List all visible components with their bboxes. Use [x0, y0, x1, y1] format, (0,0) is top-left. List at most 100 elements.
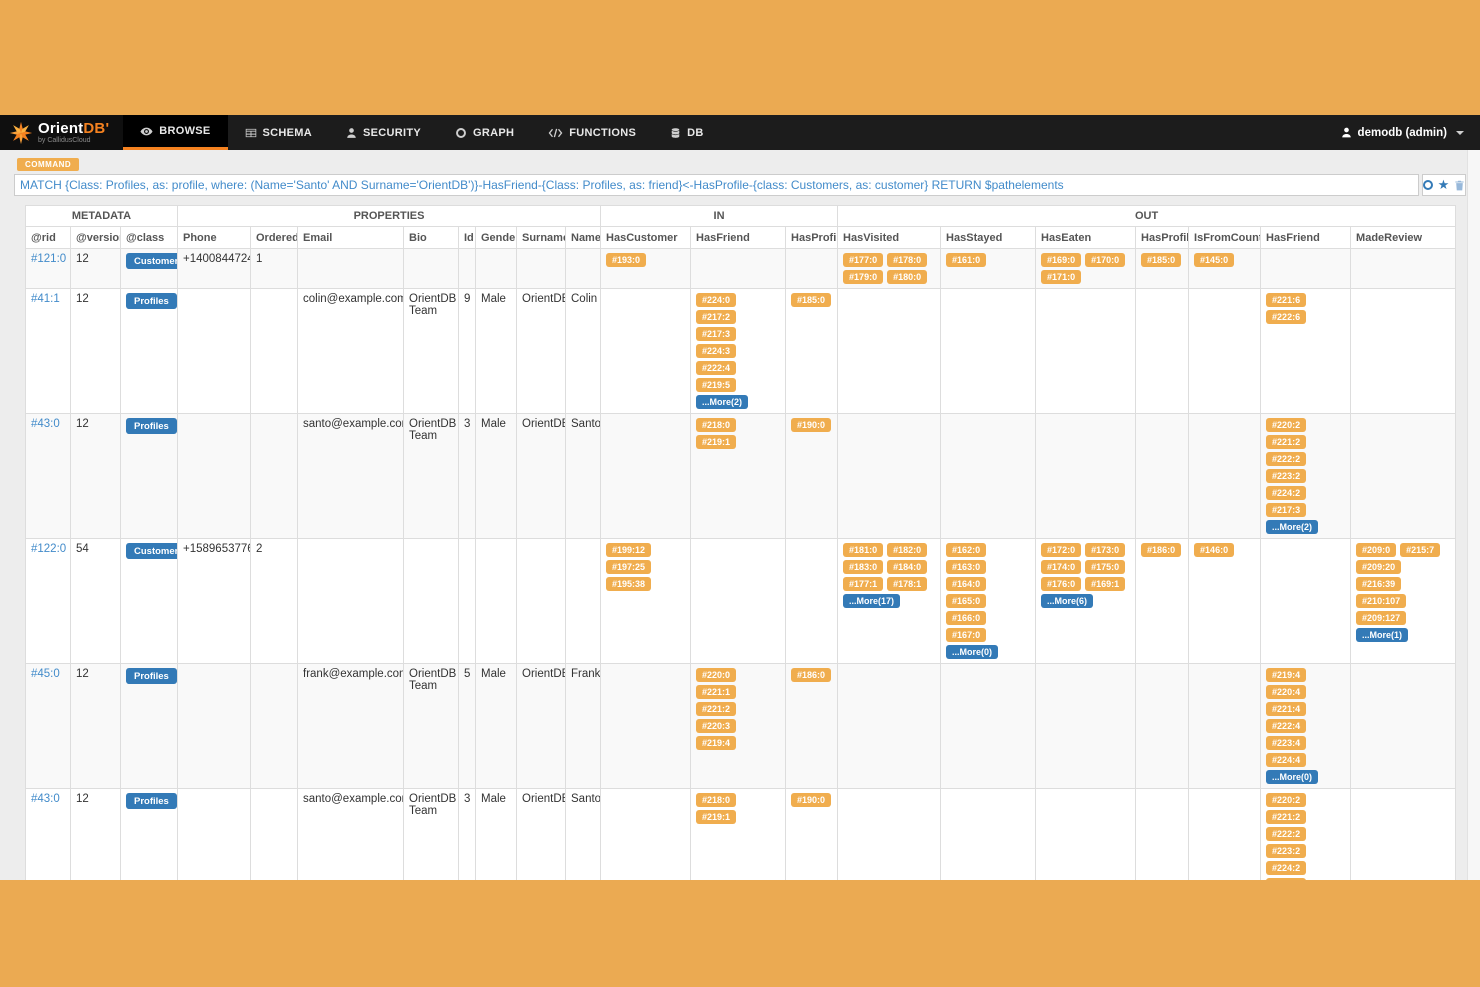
record-link-badge[interactable]: #164:0 — [946, 577, 987, 591]
trash-icon[interactable] — [1454, 180, 1465, 191]
record-link-badge[interactable]: #220:3 — [696, 719, 737, 733]
record-link-badge[interactable]: #186:0 — [1141, 543, 1182, 557]
record-link-badge[interactable]: #180:0 — [887, 270, 928, 284]
more-badge[interactable]: ...More(17) — [843, 594, 901, 608]
record-link-badge[interactable]: #216:39 — [1356, 577, 1402, 591]
record-link-badge[interactable]: #178:0 — [887, 253, 928, 267]
record-link-badge[interactable]: #223:4 — [1266, 736, 1307, 750]
record-link-badge[interactable]: #162:0 — [946, 543, 987, 557]
orientdb-logo[interactable]: OrientDB' by CallidusCloud — [0, 115, 124, 150]
record-link-badge[interactable]: #177:1 — [843, 577, 884, 591]
rid-link[interactable]: #121:0 — [31, 253, 67, 265]
record-link-badge[interactable]: #175:0 — [1085, 560, 1126, 574]
record-link-badge[interactable]: #181:0 — [843, 543, 884, 557]
record-link-badge[interactable]: #224:0 — [696, 293, 737, 307]
record-link-badge[interactable]: #224:4 — [1266, 753, 1307, 767]
record-link-badge[interactable]: #220:2 — [1266, 793, 1307, 807]
nav-item-browse[interactable]: BROWSE — [123, 115, 228, 150]
record-link-badge[interactable]: #165:0 — [946, 594, 987, 608]
record-link-badge[interactable]: #221:6 — [1266, 293, 1307, 307]
more-badge[interactable]: ...More(2) — [696, 395, 749, 409]
rid-link[interactable]: #43:0 — [31, 418, 60, 430]
record-link-badge[interactable]: #176:0 — [1041, 577, 1082, 591]
record-link-badge[interactable]: #185:0 — [791, 293, 832, 307]
record-link-badge[interactable]: #166:0 — [946, 611, 987, 625]
record-link-badge[interactable]: #220:2 — [1266, 418, 1307, 432]
record-link-badge[interactable]: #179:0 — [843, 270, 884, 284]
record-link-badge[interactable]: #161:0 — [946, 253, 987, 267]
record-link-badge[interactable]: #220:4 — [1266, 685, 1307, 699]
record-link-badge[interactable]: #222:4 — [1266, 719, 1307, 733]
refresh-circle-icon[interactable] — [1422, 180, 1433, 190]
record-link-badge[interactable]: #169:0 — [1041, 253, 1082, 267]
record-link-badge[interactable]: #217:3 — [1266, 878, 1307, 880]
record-link-badge[interactable]: #215:7 — [1400, 543, 1441, 557]
record-link-badge[interactable]: #224:3 — [696, 344, 737, 358]
more-badge[interactable]: ...More(2) — [1266, 520, 1319, 534]
record-link-badge[interactable]: #219:1 — [696, 810, 737, 824]
record-link-badge[interactable]: #178:1 — [887, 577, 928, 591]
record-link-badge[interactable]: #174:0 — [1041, 560, 1082, 574]
record-link-badge[interactable]: #182:0 — [887, 543, 928, 557]
star-icon[interactable]: ★ — [1437, 177, 1450, 192]
record-link-badge[interactable]: #190:0 — [791, 793, 832, 807]
record-link-badge[interactable]: #172:0 — [1041, 543, 1082, 557]
rid-link[interactable]: #41:1 — [31, 293, 60, 305]
record-link-badge[interactable]: #219:1 — [696, 435, 737, 449]
record-link-badge[interactable]: #224:2 — [1266, 486, 1307, 500]
record-link-badge[interactable]: #222:6 — [1266, 310, 1307, 324]
rid-link[interactable]: #122:0 — [31, 543, 67, 555]
record-link-badge[interactable]: #221:4 — [1266, 702, 1307, 716]
record-link-badge[interactable]: #221:2 — [1266, 435, 1307, 449]
record-link-badge[interactable]: #163:0 — [946, 560, 987, 574]
record-link-badge[interactable]: #222:2 — [1266, 452, 1307, 466]
record-link-badge[interactable]: #145:0 — [1194, 253, 1235, 267]
record-link-badge[interactable]: #209:0 — [1356, 543, 1397, 557]
record-link-badge[interactable]: #146:0 — [1194, 543, 1235, 557]
record-link-badge[interactable]: #223:2 — [1266, 844, 1307, 858]
record-link-badge[interactable]: #186:0 — [791, 668, 832, 682]
nav-item-graph[interactable]: GRAPH — [438, 115, 531, 150]
record-link-badge[interactable]: #210:107 — [1356, 594, 1407, 608]
record-link-badge[interactable]: #223:2 — [1266, 469, 1307, 483]
record-link-badge[interactable]: #221:2 — [696, 702, 737, 716]
record-link-badge[interactable]: #199:12 — [606, 543, 652, 557]
record-link-badge[interactable]: #219:5 — [696, 378, 737, 392]
record-link-badge[interactable]: #169:1 — [1085, 577, 1126, 591]
record-link-badge[interactable]: #177:0 — [843, 253, 884, 267]
record-link-badge[interactable]: #185:0 — [1141, 253, 1182, 267]
record-link-badge[interactable]: #222:4 — [696, 361, 737, 375]
record-link-badge[interactable]: #218:0 — [696, 418, 737, 432]
record-link-badge[interactable]: #209:127 — [1356, 611, 1407, 625]
user-menu[interactable]: demodb (admin) — [1325, 115, 1480, 150]
record-link-badge[interactable]: #220:0 — [696, 668, 737, 682]
record-link-badge[interactable]: #218:0 — [696, 793, 737, 807]
more-badge[interactable]: ...More(0) — [1266, 770, 1319, 784]
record-link-badge[interactable]: #190:0 — [791, 418, 832, 432]
record-link-badge[interactable]: #209:20 — [1356, 560, 1402, 574]
record-link-badge[interactable]: #217:2 — [696, 310, 737, 324]
nav-item-functions[interactable]: FUNCTIONS — [531, 115, 653, 150]
record-link-badge[interactable]: #224:2 — [1266, 861, 1307, 875]
scrollbar-track[interactable] — [1467, 150, 1480, 880]
record-link-badge[interactable]: #219:4 — [1266, 668, 1307, 682]
record-link-badge[interactable]: #167:0 — [946, 628, 987, 642]
record-link-badge[interactable]: #222:2 — [1266, 827, 1307, 841]
rid-link[interactable]: #45:0 — [31, 668, 60, 680]
record-link-badge[interactable]: #197:25 — [606, 560, 652, 574]
record-link-badge[interactable]: #171:0 — [1041, 270, 1082, 284]
record-link-badge[interactable]: #217:3 — [696, 327, 737, 341]
query-input[interactable]: MATCH {Class: Profiles, as: profile, whe… — [14, 174, 1419, 196]
record-link-badge[interactable]: #170:0 — [1085, 253, 1126, 267]
more-badge[interactable]: ...More(6) — [1041, 594, 1094, 608]
record-link-badge[interactable]: #221:1 — [696, 685, 737, 699]
more-badge[interactable]: ...More(0) — [946, 645, 999, 659]
nav-item-security[interactable]: SECURITY — [329, 115, 438, 150]
record-link-badge[interactable]: #217:3 — [1266, 503, 1307, 517]
record-link-badge[interactable]: #193:0 — [606, 253, 647, 267]
nav-item-db[interactable]: DB — [653, 115, 721, 150]
record-link-badge[interactable]: #195:38 — [606, 577, 652, 591]
record-link-badge[interactable]: #184:0 — [887, 560, 928, 574]
record-link-badge[interactable]: #219:4 — [696, 736, 737, 750]
record-link-badge[interactable]: #173:0 — [1085, 543, 1126, 557]
